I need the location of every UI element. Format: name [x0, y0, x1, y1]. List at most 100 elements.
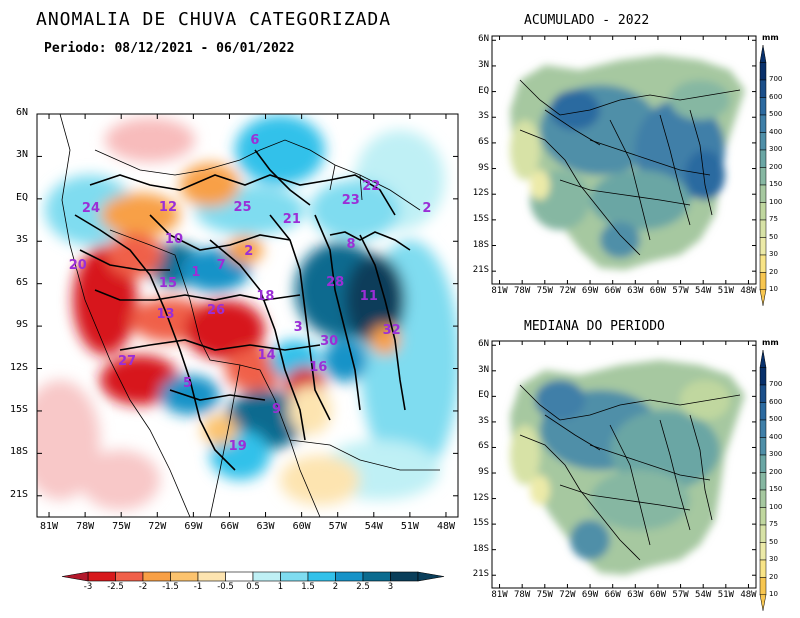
colorbar-low-arrow	[759, 289, 767, 306]
colorbar-swatch	[225, 571, 254, 582]
longitude-label: 54W	[695, 590, 712, 600]
basin-label: 5	[182, 376, 192, 392]
colorbar-swatch	[197, 571, 226, 582]
colorbar-tick-label: 700	[769, 380, 783, 388]
colorbar-swatch	[759, 524, 767, 543]
latitude-label: 6S	[478, 136, 489, 147]
longitude-label: 63W	[256, 521, 275, 532]
colorbar-tick-label: 1	[277, 582, 284, 592]
longitude-label: 60W	[292, 521, 311, 532]
colorbar-tick-label: 150	[769, 180, 783, 188]
longitude-label: 48W	[740, 590, 757, 600]
latitude-label: 9S	[478, 162, 489, 173]
colorbar-swatch	[759, 507, 767, 526]
basin-label: 19	[228, 438, 247, 454]
latitude-label: 12S	[472, 188, 489, 199]
latitude-label: 15S	[472, 213, 489, 224]
basin-label: 3	[293, 319, 303, 335]
longitude-label: 66W	[220, 521, 239, 532]
colorbar-swatch	[759, 489, 767, 508]
latitude-label: 6N	[478, 339, 489, 350]
basin-label: 32	[382, 322, 401, 338]
colorbar-low-arrow	[759, 594, 767, 611]
latitude-label: 21S	[9, 488, 28, 500]
colorbar-swatch	[759, 114, 767, 133]
longitude-label: 81W	[39, 521, 59, 532]
colorbar-tick-label: 75	[769, 520, 778, 528]
basin-label: 11	[359, 288, 378, 304]
longitude-label: 72W	[148, 521, 167, 532]
colorbar-tick-label: -1	[193, 582, 203, 592]
latitude-label: 21S	[472, 569, 489, 580]
colorbar-swatch	[759, 454, 767, 473]
anomaly-colorbar	[61, 571, 445, 582]
main-map-field	[37, 114, 458, 517]
accumulated-title: ACUMULADO - 2022	[524, 13, 650, 28]
latitude-label: 3S	[478, 415, 489, 426]
latitude-label: 21S	[472, 265, 489, 276]
accumulated-map	[492, 36, 756, 284]
colorbar-tick-label: 700	[769, 75, 783, 83]
longitude-label: 48W	[436, 521, 455, 532]
accumulated-colorbar	[759, 44, 767, 306]
longitude-label: 72W	[559, 590, 576, 600]
colorbar-swatch	[759, 149, 767, 168]
colorbar-tick-label: 20	[769, 572, 778, 581]
colorbar-tick-label: 10	[769, 590, 778, 598]
colorbar-tick-label: 2	[332, 582, 339, 592]
latitude-label: EQ	[15, 191, 28, 203]
colorbar-swatch	[759, 367, 767, 386]
latitude-label: 3N	[15, 149, 28, 161]
colorbar-swatch	[759, 202, 767, 221]
colorbar-swatch	[335, 571, 364, 582]
colorbar-swatch	[759, 79, 767, 98]
longitude-label: 54W	[695, 286, 712, 296]
colorbar-swatch	[390, 571, 419, 582]
basin-label: 28	[326, 274, 345, 290]
basin-label: 7	[216, 257, 226, 273]
latitude-label: 3N	[478, 364, 489, 375]
colorbar-tick-label: 300	[769, 450, 783, 458]
colorbar-tick-label: 20	[769, 267, 778, 276]
longitude-label: 63W	[627, 590, 644, 600]
longitude-label: 48W	[740, 286, 757, 296]
colorbar-swatch	[142, 571, 171, 582]
colorbar-high-arrow	[759, 349, 767, 368]
colorbar-swatch	[759, 62, 767, 81]
colorbar-tick-label: 50	[769, 232, 778, 241]
colorbar-high-arrow	[417, 571, 445, 582]
colorbar-low-arrow	[61, 571, 89, 582]
colorbar-swatch	[759, 472, 767, 491]
colorbar-tick-label: 2.5	[356, 582, 370, 592]
longitude-label: 81W	[491, 590, 508, 600]
colorbar-tick-label: 50	[769, 537, 778, 546]
longitude-label: 72W	[559, 286, 576, 296]
basin-label: 10	[164, 232, 184, 248]
colorbar-tick-label: 500	[769, 110, 783, 118]
latitude-label: 18S	[9, 446, 28, 458]
longitude-label: 78W	[514, 590, 531, 600]
colorbar-tick-label: 200	[769, 467, 783, 476]
longitude-label: 57W	[672, 286, 689, 296]
longitude-label: 54W	[364, 521, 383, 532]
colorbar-tick-label: -2.5	[107, 582, 124, 592]
latitude-label: 15S	[9, 403, 28, 415]
basin-label: 1	[191, 264, 201, 280]
longitude-label: 75W	[536, 590, 553, 600]
longitude-label: 78W	[514, 286, 531, 296]
basin-label: 26	[207, 302, 226, 318]
latitude-label: 6N	[15, 107, 28, 118]
colorbar-swatch	[759, 254, 767, 273]
colorbar-swatch	[759, 437, 767, 456]
longitude-label: 75W	[112, 521, 131, 532]
latitude-label: 3S	[15, 234, 28, 246]
latitude-label: 15S	[472, 518, 489, 529]
colorbar-swatch	[759, 167, 767, 186]
latitude-label: 6S	[478, 441, 489, 452]
basin-label: 8	[346, 236, 356, 252]
colorbar-swatch	[280, 571, 309, 582]
basin-label: 23	[341, 192, 360, 208]
basin-label: 22	[362, 178, 381, 194]
longitude-label: 69W	[581, 590, 599, 600]
